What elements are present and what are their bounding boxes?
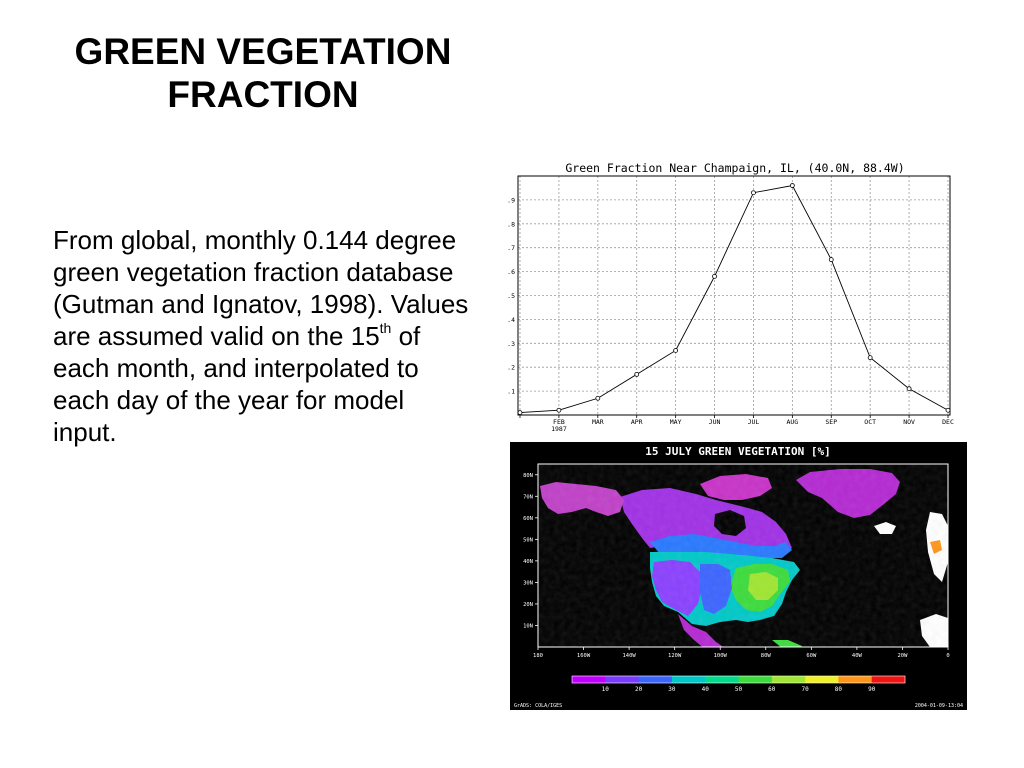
map-footer-right: 2004-01-09-13:04 xyxy=(915,703,963,709)
x-tick-label: APR xyxy=(631,418,643,426)
title-line-1: GREEN VEGETATION xyxy=(74,31,452,72)
lat-tick-label: 60N xyxy=(523,516,533,522)
colorbar-label: 90 xyxy=(868,686,876,693)
x-tick-label: NOV xyxy=(903,418,915,426)
y-tick-label: .5 xyxy=(507,292,515,300)
x-year-label: 1987 xyxy=(551,425,567,433)
map-footer-left: GrADS: COLA/IGES xyxy=(514,703,562,709)
map-axes: 80N 70N 60N 50N 40N 30N 20N 10N 180 160W 140W 120W 1… xyxy=(523,473,950,659)
body-text-superscript: th xyxy=(379,320,392,336)
land-masses xyxy=(538,464,948,647)
colorbar-swatch xyxy=(705,676,739,683)
lat-tick-label: 50N xyxy=(523,537,533,543)
series-line xyxy=(519,185,949,414)
x-tick-label: MAY xyxy=(670,418,682,426)
colorbar-label: 60 xyxy=(768,686,776,693)
data-point xyxy=(906,386,912,392)
title-line-2: FRACTION xyxy=(167,74,359,115)
lat-tick-label: 30N xyxy=(523,580,533,586)
x-tick-label: MAR xyxy=(592,418,604,426)
lat-tick-label: 70N xyxy=(523,494,533,500)
data-point xyxy=(595,395,601,401)
colorbar-swatch xyxy=(638,676,673,683)
x-tick-label: JUL xyxy=(748,418,760,426)
data-point xyxy=(828,257,834,263)
lon-tick-label: 120W xyxy=(668,653,682,659)
colorbar-label: 30 xyxy=(668,686,676,693)
x-tick-label: AUG xyxy=(786,418,798,426)
colorbar-label: 50 xyxy=(735,686,743,693)
vegetation-map-panel: 15 JULY GREEN VEGETATION [%] 80N 70N 60N 50… xyxy=(510,442,967,710)
y-tick-label: .2 xyxy=(507,364,515,372)
colorbar-frame xyxy=(571,675,906,684)
lon-tick-label: 40W xyxy=(852,653,863,659)
colorbar-label: 80 xyxy=(835,686,843,693)
map-colorbar: 10 20 30 40 50 60 70 80 90 xyxy=(571,675,906,693)
x-tick-label: SEP xyxy=(825,418,837,426)
lon-tick-label: 20W xyxy=(897,653,908,659)
data-point xyxy=(712,273,717,279)
y-tick-label: .1 xyxy=(507,388,515,396)
data-point xyxy=(634,371,640,377)
colorbar-swatch xyxy=(671,676,706,683)
slide-title: GREEN VEGETATION FRACTION xyxy=(18,30,508,116)
colorbar-swatch xyxy=(838,676,872,683)
y-tick-label: .7 xyxy=(507,244,515,252)
lon-tick-label: 80W xyxy=(761,653,772,659)
x-tick-label: FEB xyxy=(553,418,565,426)
lon-tick-label: 160W xyxy=(577,653,591,659)
lat-tick-label: 80N xyxy=(523,473,533,479)
data-point xyxy=(789,183,795,188)
x-tick-label: OCT xyxy=(864,418,876,426)
data-point xyxy=(517,410,523,416)
lon-tick-label: 140W xyxy=(622,653,636,659)
colorbar-label: 20 xyxy=(635,686,643,693)
map-frame xyxy=(537,463,949,648)
chart-title: Green Fraction Near Champaign, IL, (40.0… xyxy=(565,161,904,175)
lon-tick-label: 180 xyxy=(533,653,543,659)
colorbar-swatch xyxy=(771,676,806,683)
data-point xyxy=(945,407,951,413)
lon-tick-label: 60W xyxy=(806,653,817,659)
body-text: From global, monthly 0.144 degree green … xyxy=(53,224,473,448)
y-tick-label: .8 xyxy=(507,220,515,228)
colorbar-label: 10 xyxy=(602,686,610,693)
lat-tick-label: 20N xyxy=(523,602,533,608)
lon-tick-label: 0 xyxy=(946,653,949,659)
body-text-part-1: From global, monthly 0.144 degree green … xyxy=(53,225,469,351)
colorbar-swatch xyxy=(871,676,906,683)
vegetation-map: 15 JULY GREEN VEGETATION [%] 80N 70N 60N 50… xyxy=(510,442,967,710)
data-point xyxy=(556,407,562,413)
y-tick-label: .6 xyxy=(507,268,515,276)
colorbar-swatch xyxy=(805,676,839,683)
y-tick-label: .3 xyxy=(507,340,515,348)
colorbar-swatch xyxy=(572,676,606,683)
y-tick-label: .4 xyxy=(507,316,515,324)
data-point xyxy=(751,190,756,196)
green-fraction-line-chart: Green Fraction Near Champaign, IL, (40.0… xyxy=(507,161,954,433)
lat-tick-label: 10N xyxy=(523,623,533,629)
chart-frame xyxy=(517,175,951,416)
map-speckle-texture xyxy=(538,464,948,647)
colorbar-label: 70 xyxy=(801,686,809,693)
lon-tick-label: 100W xyxy=(714,653,728,659)
body-text-part-2: of each month, and interpolated to each … xyxy=(53,321,421,447)
x-tick-label: DEC xyxy=(942,418,954,426)
colorbar-label: 40 xyxy=(702,686,710,693)
map-title: 15 JULY GREEN VEGETATION [%] xyxy=(645,445,830,458)
colorbar-swatch xyxy=(605,676,639,683)
colorbar-swatch xyxy=(738,676,773,683)
lat-tick-label: 40N xyxy=(523,559,533,565)
y-tick-label: .9 xyxy=(507,196,515,204)
x-tick-label: JUN xyxy=(709,418,721,426)
data-point xyxy=(673,348,679,353)
data-point xyxy=(867,355,873,361)
